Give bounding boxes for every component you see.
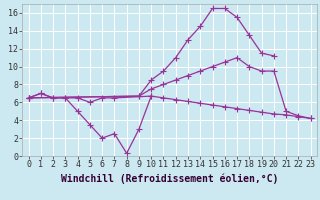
X-axis label: Windchill (Refroidissement éolien,°C): Windchill (Refroidissement éolien,°C) [61,173,278,184]
